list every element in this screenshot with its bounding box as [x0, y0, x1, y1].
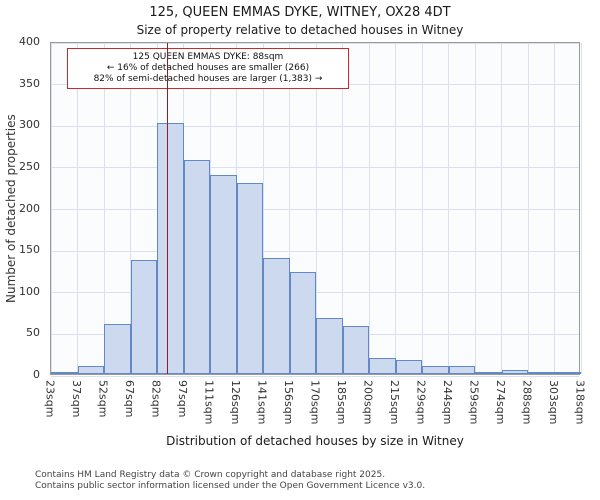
y-tick-label: 350	[19, 76, 40, 90]
v-gridline	[103, 43, 105, 374]
histogram-bar	[183, 160, 210, 374]
x-tick-label: 229sqm	[414, 380, 428, 425]
plot-area: 125 QUEEN EMMAS DYKE: 88sqm ← 16% of det…	[50, 42, 582, 377]
histogram-bar	[369, 358, 396, 374]
h-gridline	[51, 42, 579, 44]
chart-title: 125, QUEEN EMMAS DYKE, WITNEY, OX28 4DT	[149, 5, 451, 20]
marker-line	[166, 43, 169, 374]
v-gridline	[315, 43, 317, 374]
x-tick-label: 259sqm	[467, 380, 481, 425]
x-tick-label: 200sqm	[361, 380, 375, 425]
v-gridline	[77, 43, 78, 374]
y-tick-label: 250	[19, 159, 40, 173]
v-gridline	[130, 43, 131, 374]
h-gridline	[51, 209, 579, 210]
histogram-bar	[289, 271, 316, 374]
v-gridline	[395, 43, 396, 374]
x-axis-ticks: 23sqm 37sqm 52sqm 67sqm 82sqm 97sqm 111sqm 126s…	[44, 378, 587, 430]
y-tick-label: 150	[19, 243, 40, 257]
y-tick-label: 300	[19, 118, 40, 132]
v-gridline	[421, 43, 423, 374]
y-tick-label: 200	[19, 201, 40, 215]
h-gridline	[51, 167, 579, 169]
v-gridline	[527, 43, 529, 374]
v-gridline	[368, 43, 370, 374]
histogram-bar	[316, 318, 343, 374]
x-tick-label: 185sqm	[335, 380, 348, 425]
histogram-bar	[528, 371, 555, 374]
v-gridline	[448, 43, 449, 374]
x-tick-label: 215sqm	[388, 380, 401, 425]
x-tick-label: 288sqm	[520, 380, 534, 425]
histogram-bar	[157, 123, 184, 374]
histogram-bar	[395, 359, 422, 374]
x-tick-label: 156sqm	[282, 380, 295, 425]
histogram-bar	[51, 372, 78, 374]
histogram-bar	[422, 365, 449, 374]
footer-line-1: Contains HM Land Registry data © Crown c…	[35, 470, 386, 480]
y-tick-label: 400	[19, 35, 40, 48]
footer-line-2: Contains public sector information licen…	[35, 481, 426, 491]
x-axis-label: Distribution of detached houses by size …	[166, 434, 464, 448]
x-tick-label: 126sqm	[229, 380, 242, 425]
v-gridline	[342, 43, 343, 374]
x-tick-label: 141sqm	[255, 380, 269, 425]
y-axis-ticks: 0 50 100 150 200 250 300 350 400	[0, 35, 46, 381]
x-tick-label: 170sqm	[308, 380, 322, 425]
histogram-bar	[554, 372, 581, 374]
histogram-bar	[77, 365, 104, 374]
x-tick-label: 318sqm	[573, 380, 587, 425]
x-tick-label: 37sqm	[70, 380, 83, 418]
histogram-bar	[501, 369, 528, 374]
h-gridline	[51, 250, 579, 252]
histogram-bar	[263, 258, 290, 374]
v-gridline	[580, 43, 582, 374]
histogram-bar	[448, 365, 475, 374]
chart-subtitle: Size of property relative to detached ho…	[136, 23, 464, 37]
v-gridline	[554, 43, 555, 374]
x-tick-label: 97sqm	[176, 380, 189, 418]
annotation-line-3: 82% of semi-detached houses are larger (…	[93, 74, 323, 84]
v-gridline	[474, 43, 476, 374]
histogram-bar	[130, 259, 157, 374]
y-tick-label: 50	[26, 326, 40, 340]
v-gridline	[501, 43, 502, 374]
v-gridline	[262, 43, 264, 374]
histogram-bar	[210, 175, 237, 374]
histogram-bar	[236, 182, 263, 374]
x-tick-label: 52sqm	[96, 380, 110, 418]
x-tick-label: 67sqm	[123, 380, 136, 418]
x-tick-label: 303sqm	[547, 380, 560, 425]
x-tick-label: 82sqm	[149, 380, 163, 418]
v-gridline	[289, 43, 290, 374]
x-tick-label: 274sqm	[494, 380, 507, 425]
histogram-bar	[342, 325, 369, 374]
y-tick-label: 100	[19, 284, 40, 298]
x-tick-label: 23sqm	[43, 380, 57, 418]
annotation-line-2: ← 16% of detached houses are smaller (26…	[106, 63, 310, 73]
annotation-line-1: 125 QUEEN EMMAS DYKE: 88sqm	[132, 52, 284, 62]
v-gridline	[50, 43, 52, 374]
x-tick-label: 111sqm	[202, 380, 216, 425]
annotation-box: 125 QUEEN EMMAS DYKE: 88sqm ← 16% of det…	[67, 48, 349, 89]
h-gridline	[51, 125, 579, 127]
histogram-bar	[104, 324, 131, 374]
histogram-bar	[475, 371, 502, 374]
x-tick-label: 244sqm	[441, 380, 454, 425]
y-tick-label: 0	[33, 368, 40, 381]
h-gridline	[51, 375, 579, 377]
